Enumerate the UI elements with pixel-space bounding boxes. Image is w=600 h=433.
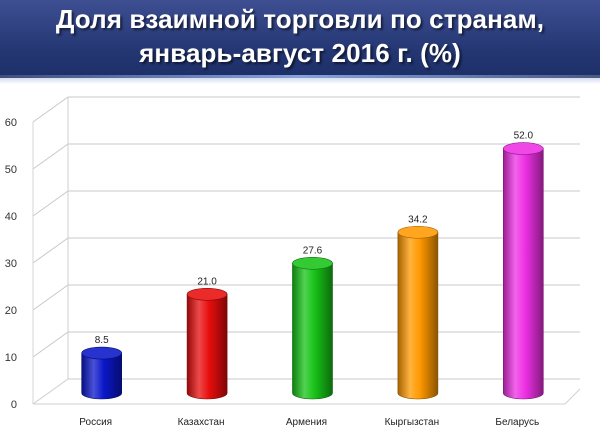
y-tick-label: 10 xyxy=(5,352,17,364)
x-tick-label-3: Армения xyxy=(286,417,327,428)
data-label-4: 34.2 xyxy=(408,214,428,225)
bar-body xyxy=(503,148,544,400)
data-label-1: 8.5 xyxy=(95,335,109,346)
bar-top xyxy=(81,346,122,360)
axes xyxy=(32,97,581,405)
bars xyxy=(81,142,544,400)
bar-top xyxy=(502,142,544,155)
y-tick-label: 60 xyxy=(5,117,17,129)
y-tick-label: 20 xyxy=(5,305,17,317)
x-tick-label-1: Россия xyxy=(79,417,112,428)
bar-body xyxy=(292,262,333,400)
bar-body xyxy=(81,352,122,400)
y-tick-label: 40 xyxy=(5,211,17,223)
slide-title-line-1: Доля взаимной торговли по странам, xyxy=(55,4,545,34)
gridline-diagonal xyxy=(32,143,69,170)
data-labels: 8.5 21.0 27.6 34.2 52.0 xyxy=(95,131,534,346)
gridline-diagonal xyxy=(32,190,69,217)
bar-5 xyxy=(502,142,544,400)
gridline-diagonal xyxy=(32,284,69,311)
data-label-5: 52.0 xyxy=(514,131,534,142)
x-tick-label-4: Кыргызстан xyxy=(385,417,439,428)
gridline-diagonal xyxy=(32,96,69,123)
gridline-diagonal xyxy=(32,331,69,358)
bar-top xyxy=(292,256,333,270)
data-label-3: 27.6 xyxy=(303,245,323,256)
title-shadow xyxy=(0,78,600,84)
y-axis-ticks: 0 10 20 30 40 50 60 xyxy=(5,117,17,411)
y-tick-label: 50 xyxy=(5,164,17,176)
gridline-diagonal xyxy=(32,237,69,264)
y-tick-label: 0 xyxy=(11,399,17,411)
title-banner: Доля взаимной торговли по странам, январ… xyxy=(0,0,600,84)
x-tick-label-2: Казахстан xyxy=(178,417,225,428)
bar-body xyxy=(397,231,439,400)
x-axis-ticks: Россия Казахстан Армения Кыргызстан Беларусь xyxy=(79,417,539,428)
data-label-2: 21.0 xyxy=(197,276,217,287)
bar-4 xyxy=(397,225,439,400)
slide-title-line-2: январь-август 2016 г. (%) xyxy=(139,38,461,68)
bar-top xyxy=(186,287,228,301)
y-tick-label: 30 xyxy=(5,258,17,270)
bar-1 xyxy=(81,346,122,400)
bar-top xyxy=(397,225,439,239)
floor-right-edge xyxy=(564,388,581,405)
title-underline xyxy=(0,75,600,78)
bar-body xyxy=(186,294,228,400)
slide-title: Доля взаимной торговли по странам, январ… xyxy=(0,2,600,70)
bar-2 xyxy=(186,287,228,400)
x-tick-label-5: Беларусь xyxy=(495,417,539,428)
bar-3 xyxy=(292,256,333,400)
floor-edge xyxy=(32,378,69,405)
